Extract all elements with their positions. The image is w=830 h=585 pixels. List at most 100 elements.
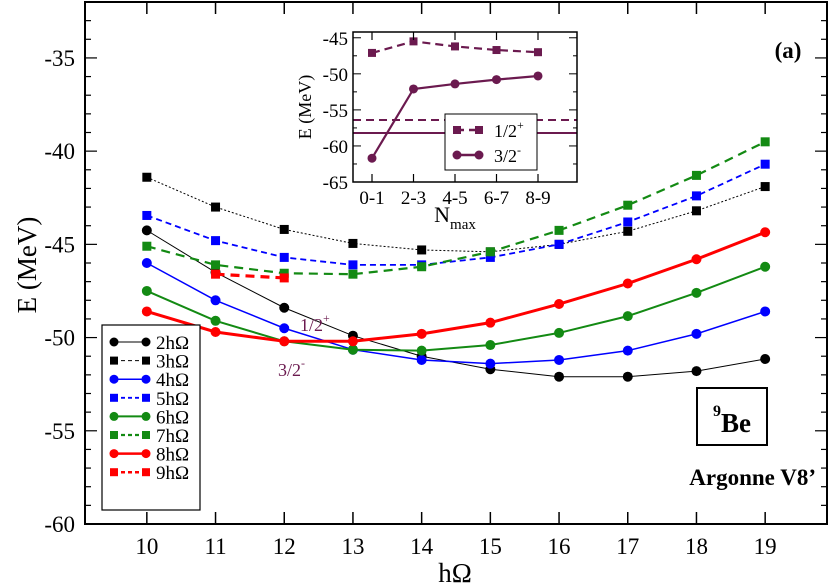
legend-label: 9hΩ (156, 463, 189, 484)
data-point (691, 191, 701, 201)
data-point (622, 278, 633, 289)
inset-legend-marker-three-half-minus (474, 150, 484, 160)
legend-marker (110, 468, 118, 477)
legend-label: 8hΩ (156, 445, 189, 466)
y-tick-label: -35 (44, 46, 75, 71)
y-tick-label: -40 (44, 139, 75, 164)
data-point (760, 137, 770, 147)
data-point (141, 285, 152, 296)
legend-label: 3hΩ (156, 352, 189, 373)
data-point (210, 295, 221, 306)
inset-legend-box (444, 113, 538, 171)
legend-marker (142, 356, 150, 365)
legend-label: 5hΩ (156, 389, 189, 410)
data-point (279, 273, 289, 283)
legend-entry: 7hΩ (110, 426, 189, 447)
legend-entry: 4hΩ (109, 370, 189, 391)
nucleus-box (696, 387, 768, 446)
data-point (622, 371, 633, 382)
x-tick-label: 10 (135, 534, 158, 559)
x-tick-label: 16 (548, 534, 571, 559)
inset-x-tick-label: 8-9 (525, 188, 550, 209)
inset-chart: 0-1 2-3 4-5 6-7 8-9 -65 -60 -55 -50 -45 E (MeV) N… (295, 29, 578, 233)
legend-marker (141, 337, 151, 347)
legend-marker (142, 393, 150, 402)
series-line (146, 176, 766, 253)
inset-data-point (368, 48, 376, 57)
data-point (211, 269, 221, 279)
data-point (691, 366, 702, 377)
data-point (760, 354, 771, 365)
inset-x-tick-label: 0-1 (359, 188, 384, 209)
data-point (485, 358, 496, 369)
data-point (554, 225, 564, 235)
inset-legend-marker-half-plus (453, 126, 461, 134)
data-point (485, 340, 496, 351)
data-point (279, 252, 289, 262)
data-point (142, 172, 152, 182)
inset-data-point (409, 37, 418, 46)
nucleus-label: 9Be (713, 403, 751, 438)
data-point (622, 311, 633, 322)
x-tick-label: 13 (341, 534, 364, 559)
data-point (142, 241, 152, 251)
data-point (691, 170, 701, 180)
data-point (211, 260, 221, 270)
data-point (554, 299, 565, 310)
panel-label: (a) (775, 38, 802, 63)
x-tick-label: 15 (479, 534, 502, 559)
data-point (348, 269, 358, 279)
inset-legend-label-three-half-minus: 3/2- (494, 143, 521, 166)
data-point (416, 345, 427, 356)
legend-marker (109, 411, 119, 421)
legend-entry: 2hΩ (109, 333, 189, 354)
data-point (485, 247, 495, 257)
inset-x-tick-label: 2-3 (401, 188, 426, 209)
legend-marker (141, 411, 151, 421)
inset-data-point (451, 42, 459, 51)
data-point (485, 252, 495, 262)
inset-x-axis-label: Nmax (434, 202, 476, 233)
data-point (554, 327, 565, 338)
data-point (211, 202, 221, 212)
inset-y-axis-label: E (MeV) (295, 75, 316, 139)
data-point (279, 323, 290, 334)
data-point (211, 236, 221, 246)
inset-x-tick-label: 4-5 (442, 188, 467, 209)
inset-data-point (450, 79, 460, 89)
inset-frame (352, 31, 578, 183)
legend-label: 6hΩ (156, 407, 189, 428)
legend-entry: 8hΩ (109, 445, 189, 466)
legend-entry: 9hΩ (110, 463, 189, 484)
legend-entry: 3hΩ (110, 352, 189, 373)
inset-legend-label-half-plus: 1/2+ (494, 118, 524, 141)
data-point (623, 217, 633, 227)
inset-x-tick-label: 6-7 (484, 188, 509, 209)
data-point (691, 328, 702, 339)
data-point (691, 254, 702, 265)
legend-marker (110, 431, 118, 439)
legend-marker (109, 449, 119, 459)
nucleus-mass: 9 (713, 403, 721, 420)
inset-y-tick-label: -50 (323, 65, 348, 86)
legend-marker (109, 374, 119, 384)
inset-legend-marker-three-half-minus (452, 150, 462, 160)
data-point (760, 182, 770, 192)
series-2 (141, 258, 771, 369)
data-point (141, 306, 152, 317)
legend-label: 2hΩ (156, 333, 189, 354)
legend-marker (110, 393, 118, 402)
legend-label: 4hΩ (156, 370, 189, 391)
data-point (691, 206, 701, 216)
x-tick-label: 11 (204, 534, 226, 559)
inset-data-point (533, 71, 543, 81)
interaction-label: Argonne V8’ (689, 465, 816, 490)
inset-y-tick-label: -65 (323, 173, 348, 194)
x-tick-label: 14 (410, 534, 434, 559)
series-line (146, 140, 766, 276)
data-point (554, 354, 565, 365)
y-tick-label: -60 (44, 512, 75, 537)
inset-data-point (367, 153, 377, 163)
data-point (279, 268, 289, 278)
